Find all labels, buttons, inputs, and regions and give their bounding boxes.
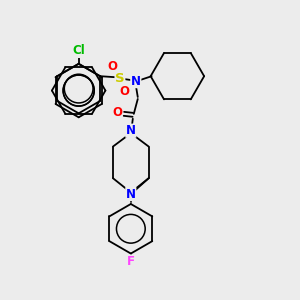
Text: N: N [126, 188, 136, 201]
Text: N: N [131, 75, 141, 88]
Text: F: F [127, 255, 135, 268]
Text: S: S [115, 72, 125, 85]
Text: O: O [107, 60, 117, 73]
Text: N: N [126, 124, 136, 137]
Text: Cl: Cl [72, 44, 85, 57]
Text: O: O [112, 106, 122, 119]
Text: O: O [119, 85, 129, 98]
